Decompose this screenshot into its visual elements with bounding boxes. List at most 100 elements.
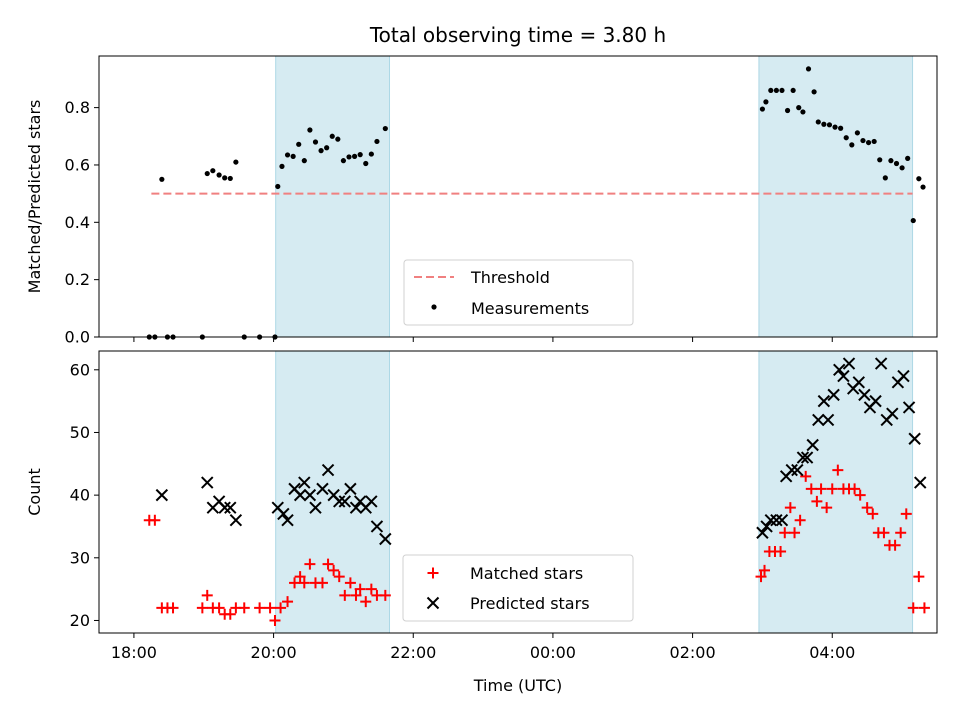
measurement-point-11 (233, 159, 239, 165)
predicted-point-52 (886, 407, 899, 420)
top-legend-box (403, 259, 634, 326)
measurement-point-7 (210, 168, 216, 174)
predicted-point-24 (365, 495, 378, 508)
predicted-point-6 (229, 513, 243, 527)
measurement-point-22 (312, 139, 319, 145)
predicted-point-31 (775, 513, 789, 527)
matched-point-14 (264, 602, 276, 614)
measurement-point-9 (222, 175, 228, 181)
predicted-point-47 (858, 388, 871, 402)
matched-point-21 (304, 558, 316, 570)
measurement-point-33 (374, 138, 380, 145)
predicted-point-19 (338, 495, 352, 508)
measurement-point-27 (340, 158, 347, 164)
measurement-point-28 (346, 154, 352, 160)
chart-title: Total observing time = 3.80 h (369, 23, 666, 47)
x-tick-label-1: 20:00 (251, 643, 297, 662)
matched-point-20 (298, 577, 310, 589)
matched-point-5 (196, 602, 208, 614)
top-frame (98, 55, 938, 338)
measurement-point-15 (275, 183, 281, 190)
matched-point-49 (826, 483, 838, 495)
top-panel: 0.0 0.2 0.4 0.6 0.8 Matched/Predicted stars Th… (25, 55, 938, 347)
matched-point-56 (867, 508, 879, 520)
measurement-point-37 (768, 87, 774, 94)
matched-point-24 (322, 558, 334, 570)
predicted-point-11 (293, 488, 307, 502)
predicted-point-42 (833, 363, 846, 377)
measurement-point-49 (832, 124, 838, 130)
measurement-point-46 (815, 119, 821, 125)
measurement-point-65 (920, 184, 926, 190)
matched-point-29 (350, 589, 362, 601)
predicted-point-18 (333, 495, 346, 508)
x-axis-label: Time (UTC) (473, 676, 562, 695)
measurement-point-55 (865, 139, 872, 146)
measurement-point-2 (159, 176, 165, 182)
top-y-tick-label-2: 0.4 (65, 213, 90, 232)
predicted-point-30 (770, 513, 783, 527)
bottom-y-tick-label-4: 60 (70, 360, 90, 379)
matched-point-58 (878, 527, 890, 539)
measurement-point-26 (335, 136, 341, 142)
measurement-point-63 (910, 217, 916, 224)
matched-point-54 (854, 489, 866, 501)
legend-matched-label: Matched stars (470, 564, 583, 583)
bottom-legend-box (402, 554, 634, 622)
predicted-point-40 (821, 413, 835, 427)
matched-point-17 (282, 596, 294, 608)
x-tick-label-5: 04:00 (809, 643, 855, 662)
bottom-y-axis-label: Count (25, 468, 44, 516)
matched-point-25 (328, 564, 340, 576)
matched-point-45 (805, 483, 817, 495)
measurement-point-40 (784, 107, 791, 114)
matched-point-34 (379, 589, 391, 601)
matched-point-13 (254, 602, 266, 614)
predicted-point-43 (837, 369, 850, 383)
measurement-point-58 (882, 175, 888, 181)
matched-point-42 (789, 527, 801, 539)
predicted-point-38 (812, 413, 825, 427)
predicted-point-4 (218, 501, 231, 514)
top-y-tick-label-3: 0.6 (65, 155, 90, 174)
top-y-tick-label-1: 0.2 (65, 270, 90, 289)
matched-point-27 (339, 589, 351, 601)
predicted-point-21 (349, 501, 363, 514)
measurement-point-21 (307, 127, 313, 133)
predicted-point-41 (827, 388, 840, 402)
measurement-point-16 (279, 163, 285, 169)
measurement-point-48 (826, 122, 833, 128)
predicted-point-14 (309, 501, 322, 514)
predicted-point-36 (800, 451, 814, 464)
measurement-point-54 (860, 137, 866, 144)
predicted-point-1 (201, 476, 214, 489)
matched-point-60 (889, 539, 901, 551)
bottom-panel: 20 30 40 50 60 18:00 20:00 22:00 00:00 02:00 04:00… (25, 350, 938, 662)
matched-point-16 (275, 602, 287, 614)
predicted-point-29 (764, 513, 778, 527)
matched-point-55 (861, 502, 873, 514)
matched-point-8 (213, 602, 225, 614)
matched-point-6 (201, 589, 213, 601)
matched-point-46 (811, 495, 823, 507)
bottom-y-tick-label-1: 30 (70, 548, 90, 567)
predicted-point-46 (852, 376, 865, 389)
legend-threshold-label: Threshold (470, 268, 550, 287)
predicted-point-34 (791, 463, 804, 477)
measurement-point-19 (296, 141, 302, 147)
x-tick-label-2: 22:00 (390, 643, 436, 662)
legend-predicted-label: Predicted stars (470, 594, 590, 613)
matched-point-28 (344, 577, 356, 589)
predicted-point-28 (760, 520, 773, 533)
measurement-point-57 (877, 157, 883, 163)
measurement-point-23 (318, 148, 324, 154)
matched-point-44 (800, 470, 812, 482)
matched-point-63 (907, 602, 919, 614)
measurement-point-35 (759, 106, 766, 112)
legend-measurements-swatch (431, 304, 437, 310)
predicted-point-15 (316, 482, 329, 496)
measurement-point-45 (811, 89, 817, 95)
top-y-axis-label: Matched/Predicted stars (25, 100, 44, 294)
matched-point-61 (895, 527, 907, 539)
